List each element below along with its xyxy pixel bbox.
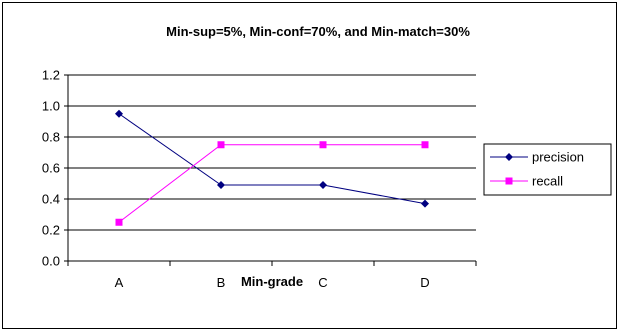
- series-line-recall: [118, 144, 425, 223]
- x-axis-label: Min-grade: [241, 274, 303, 289]
- data-point-recall: [115, 218, 123, 226]
- legend-marker-recall: [505, 177, 513, 185]
- y-axis-ticks: 0.0 0.2 0.4 0.6 0.8 1.0 1.2: [42, 68, 68, 269]
- data-point-precision: [217, 181, 225, 190]
- data-point-precision: [421, 199, 429, 208]
- y-tick-label: 0.6: [42, 161, 60, 176]
- data-point-precision: [319, 181, 327, 190]
- series-line-precision: [118, 113, 426, 205]
- y-tick-label: 0.2: [42, 223, 60, 238]
- y-tick-label: 0.8: [42, 130, 60, 145]
- legend: precision recall: [483, 143, 612, 196]
- y-tick-label: 1.0: [42, 99, 60, 114]
- data-point-recall: [421, 141, 429, 149]
- data-point-recall: [217, 141, 225, 149]
- legend-box: [483, 143, 612, 196]
- y-tick-label: 0.4: [42, 192, 60, 207]
- data-point-precision: [115, 109, 123, 118]
- x-tick-label: B: [217, 275, 226, 290]
- x-tick-label: A: [115, 275, 124, 290]
- gridlines: [68, 74, 476, 231]
- legend-marker-precision: [505, 153, 513, 161]
- legend-label-recall: recall: [532, 174, 563, 189]
- legend-items: precision recall: [490, 150, 584, 189]
- y-tick-label: 1.2: [42, 68, 60, 83]
- x-axis-ticks: A B C D: [67, 261, 477, 290]
- legend-label-precision: precision: [532, 150, 584, 165]
- y-tick-label: 0.0: [42, 254, 60, 269]
- series-layer: [115, 109, 429, 226]
- x-tick-label: C: [318, 275, 327, 290]
- data-point-recall: [319, 141, 327, 149]
- chart-title: Min-sup=5%, Min-conf=70%, and Min-match=…: [166, 24, 470, 39]
- x-tick-label: D: [420, 275, 429, 290]
